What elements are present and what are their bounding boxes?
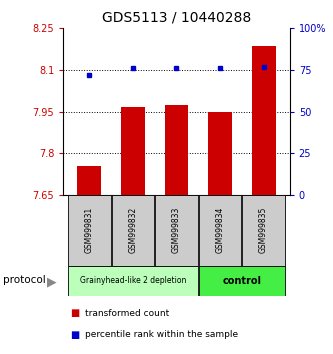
Text: GSM999831: GSM999831 bbox=[85, 207, 94, 253]
Bar bbox=[78, 166, 101, 195]
Text: ■: ■ bbox=[70, 308, 79, 318]
Bar bbox=[199, 195, 241, 266]
Title: GDS5113 / 10440288: GDS5113 / 10440288 bbox=[102, 10, 251, 24]
Bar bbox=[68, 195, 111, 266]
Text: Grainyhead-like 2 depletion: Grainyhead-like 2 depletion bbox=[80, 276, 186, 285]
Bar bbox=[252, 46, 276, 195]
Bar bbox=[165, 104, 188, 195]
Bar bbox=[68, 266, 198, 296]
Text: ■: ■ bbox=[70, 330, 79, 339]
Bar bbox=[121, 107, 145, 195]
Text: GSM999835: GSM999835 bbox=[259, 207, 268, 253]
Text: GSM999833: GSM999833 bbox=[172, 207, 181, 253]
Text: percentile rank within the sample: percentile rank within the sample bbox=[85, 330, 238, 339]
Bar bbox=[112, 195, 154, 266]
Text: protocol: protocol bbox=[3, 275, 46, 285]
Text: GSM999834: GSM999834 bbox=[215, 207, 224, 253]
Bar bbox=[155, 195, 198, 266]
Text: ▶: ▶ bbox=[47, 275, 56, 288]
Text: control: control bbox=[222, 275, 261, 286]
Bar bbox=[242, 195, 285, 266]
Text: GSM999832: GSM999832 bbox=[129, 207, 138, 253]
Bar bbox=[199, 266, 285, 296]
Text: transformed count: transformed count bbox=[85, 309, 169, 318]
Bar bbox=[208, 112, 232, 195]
